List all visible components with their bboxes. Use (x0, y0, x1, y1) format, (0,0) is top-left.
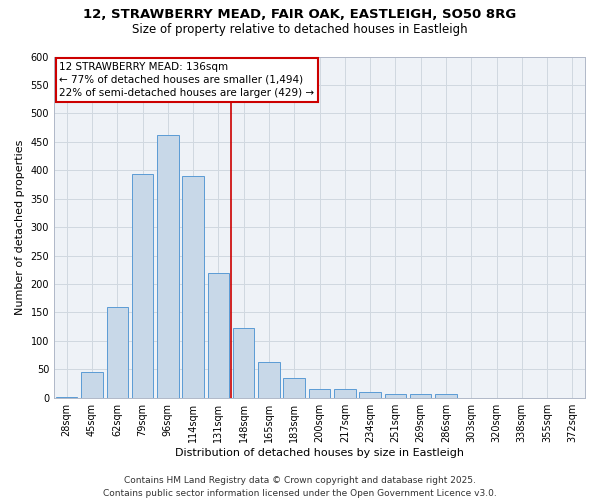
Text: 12 STRAWBERRY MEAD: 136sqm
← 77% of detached houses are smaller (1,494)
22% of s: 12 STRAWBERRY MEAD: 136sqm ← 77% of deta… (59, 62, 314, 98)
Bar (208, 272, 229, 398)
Bar (359, 392, 381, 398)
Text: 12, STRAWBERRY MEAD, FAIR OAK, EASTLEIGH, SO50 8RG: 12, STRAWBERRY MEAD, FAIR OAK, EASTLEIGH… (83, 8, 517, 20)
Bar (132, 174, 153, 398)
Bar (410, 394, 431, 398)
Bar (182, 176, 204, 398)
Bar (309, 389, 330, 398)
Bar (107, 306, 128, 398)
Bar (385, 394, 406, 398)
Bar (233, 328, 254, 398)
X-axis label: Distribution of detached houses by size in Eastleigh: Distribution of detached houses by size … (175, 448, 464, 458)
Y-axis label: Number of detached properties: Number of detached properties (15, 140, 25, 315)
Text: Size of property relative to detached houses in Eastleigh: Size of property relative to detached ho… (132, 22, 468, 36)
Bar (56, 396, 77, 398)
Bar (258, 362, 280, 398)
Bar (157, 135, 179, 398)
Bar (435, 394, 457, 398)
Bar (81, 372, 103, 398)
Text: Contains HM Land Registry data © Crown copyright and database right 2025.
Contai: Contains HM Land Registry data © Crown c… (103, 476, 497, 498)
Bar (283, 378, 305, 398)
Bar (334, 389, 356, 398)
